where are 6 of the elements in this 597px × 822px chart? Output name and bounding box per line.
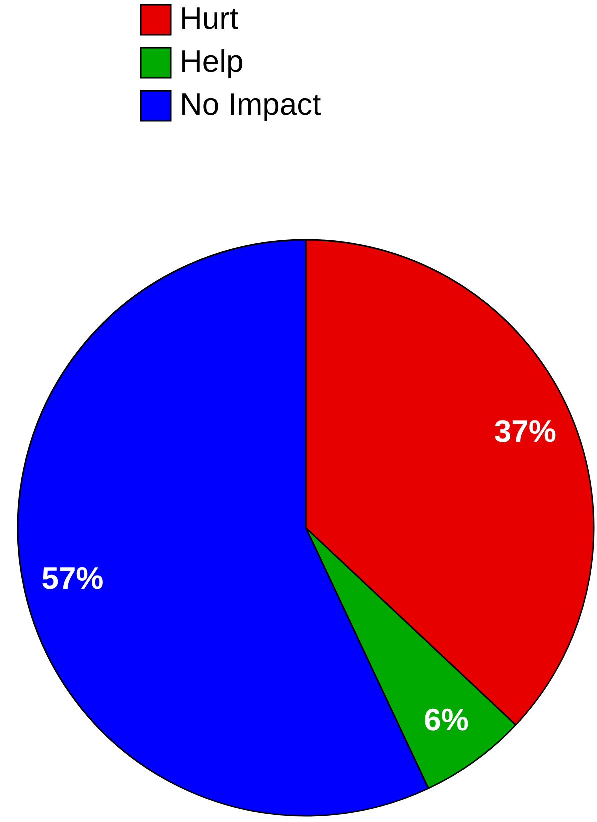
legend-label: No Impact [180, 87, 322, 122]
data-label: 57% [42, 561, 104, 596]
data-label: 37% [494, 414, 556, 450]
legend-label: Help [180, 44, 244, 79]
legend-label: Hurt [180, 1, 239, 36]
data-label: 6% [424, 702, 469, 738]
